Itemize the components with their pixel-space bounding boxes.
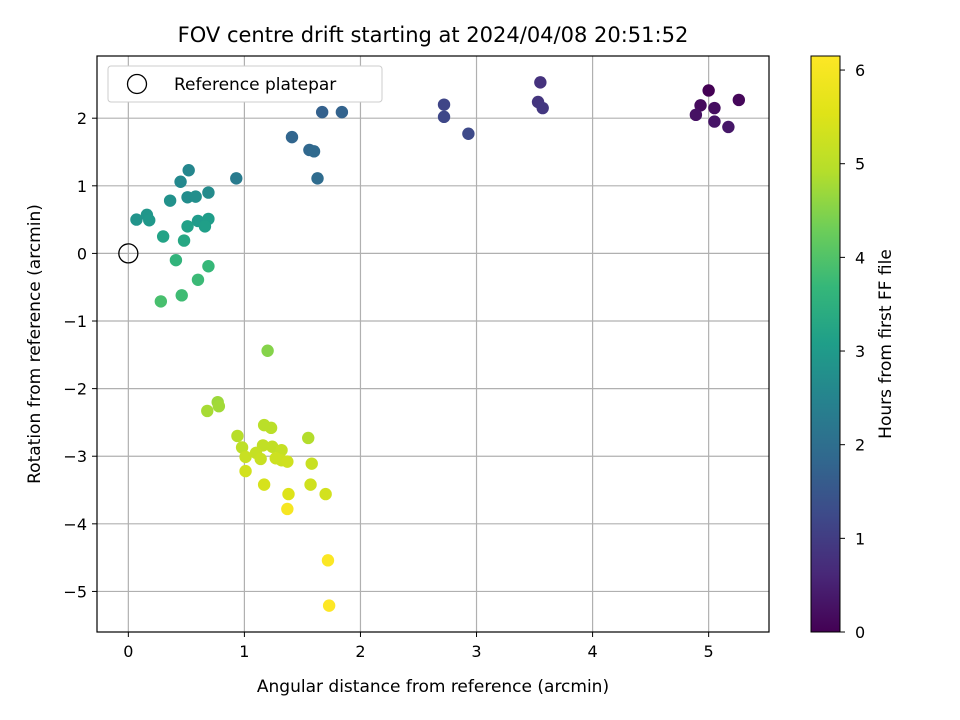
data-point — [156, 230, 170, 243]
data-point — [319, 487, 332, 501]
data-point — [694, 99, 707, 112]
data-point — [264, 421, 278, 435]
data-point — [202, 260, 215, 273]
data-point — [231, 429, 244, 443]
x-tick-label: 4 — [587, 642, 597, 661]
data-point — [235, 441, 249, 454]
data-point — [198, 220, 212, 233]
colorbar-gradient — [810, 55, 841, 633]
legend-box — [107, 65, 383, 103]
data-point — [536, 101, 549, 115]
data-point — [708, 115, 721, 128]
x-tick-label: 3 — [471, 642, 481, 661]
data-point — [722, 120, 735, 134]
plot-frame — [96, 55, 770, 633]
x-tick-label: 2 — [355, 642, 365, 661]
data-point — [189, 190, 202, 203]
data-point — [239, 450, 252, 464]
data-point — [689, 108, 703, 122]
colorbar: 0 1 2 3 4 5 6 Hours from first FF file — [810, 55, 896, 642]
y-tick-label: 1 — [77, 177, 87, 196]
colorbar-tick-label: 0 — [855, 623, 865, 642]
x-tick-label: 1 — [239, 642, 249, 661]
colorbar-tick-label: 4 — [855, 248, 865, 267]
data-point — [321, 554, 335, 567]
data-point — [261, 344, 274, 357]
data-point — [154, 295, 168, 308]
data-point — [305, 457, 318, 470]
data-point — [254, 452, 267, 466]
y-tick-label: −3 — [63, 447, 87, 466]
chart-title: FOV centre drift starting at 2024/04/08 … — [178, 23, 689, 47]
data-point — [169, 253, 183, 267]
data-point — [307, 145, 321, 158]
colorbar-tick-label: 3 — [855, 342, 865, 361]
data-point — [534, 76, 547, 89]
data-point — [182, 164, 195, 177]
y-axis-label: Rotation from reference (arcmin) — [25, 204, 45, 484]
data-point — [201, 404, 214, 418]
data-points — [118, 76, 746, 612]
reference-platepar-marker — [118, 243, 139, 264]
legend: Reference platepar — [107, 65, 383, 103]
data-point — [702, 84, 715, 97]
y-tick-label: −1 — [63, 312, 87, 331]
data-point — [311, 172, 324, 185]
data-point — [130, 213, 143, 226]
x-axis-label: Angular distance from reference (arcmin) — [257, 677, 609, 697]
y-tick-label: −5 — [63, 582, 87, 601]
data-point — [181, 220, 194, 233]
data-point — [437, 98, 451, 111]
x-tick-label: 5 — [704, 642, 714, 661]
data-point — [177, 234, 191, 247]
data-point — [202, 186, 215, 199]
data-point — [462, 127, 475, 140]
data-point — [143, 214, 156, 227]
data-point — [174, 175, 187, 188]
data-point — [239, 464, 252, 478]
data-point — [212, 399, 226, 413]
data-point — [282, 487, 295, 501]
x-axis-ticks: 0 1 2 3 4 5 — [123, 632, 714, 661]
data-point — [322, 599, 336, 612]
data-point — [175, 289, 188, 302]
colorbar-ticks: 0 1 2 3 4 5 6 — [840, 61, 865, 642]
data-point — [437, 110, 451, 124]
data-point — [732, 93, 746, 107]
data-point — [335, 105, 349, 119]
legend-label-reference: Reference platepar — [174, 75, 336, 95]
colorbar-tick-label: 5 — [855, 155, 865, 174]
data-point — [163, 194, 177, 207]
data-point — [315, 105, 329, 119]
colorbar-tick-label: 1 — [855, 529, 865, 548]
colorbar-label: Hours from first FF file — [876, 249, 896, 439]
legend-marker-reference — [126, 73, 148, 95]
data-point — [285, 130, 299, 144]
y-axis-ticks: −5 −4 −3 −2 −1 0 1 2 — [63, 109, 97, 601]
data-point — [302, 431, 315, 445]
x-tick-label: 0 — [123, 642, 133, 661]
data-point — [304, 478, 317, 491]
data-point — [708, 101, 721, 115]
data-point — [281, 455, 294, 468]
y-tick-label: 2 — [77, 109, 87, 128]
data-point — [230, 172, 243, 185]
y-tick-label: 0 — [77, 244, 87, 263]
data-point — [191, 273, 205, 286]
y-tick-label: −2 — [63, 380, 87, 399]
colorbar-tick-label: 6 — [855, 61, 865, 80]
colorbar-tick-label: 2 — [855, 436, 865, 455]
grid-lines — [97, 56, 769, 632]
y-tick-label: −4 — [63, 515, 87, 534]
data-point — [257, 478, 271, 491]
data-point — [281, 502, 294, 516]
